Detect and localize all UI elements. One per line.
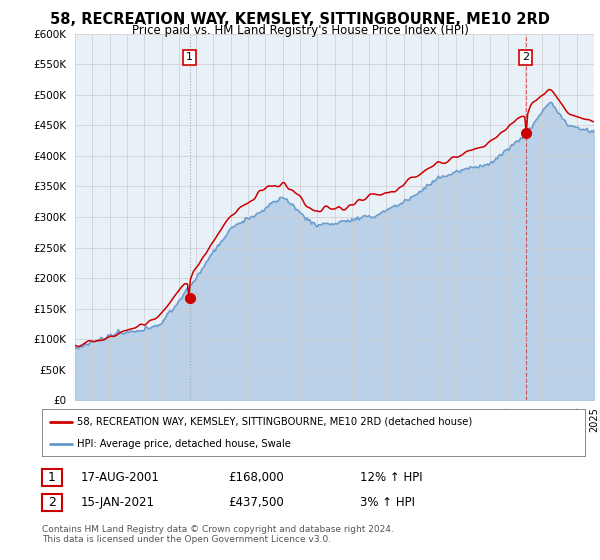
Text: 15-JAN-2021: 15-JAN-2021 <box>81 496 155 509</box>
Text: 1: 1 <box>186 53 193 63</box>
Text: £437,500: £437,500 <box>228 496 284 509</box>
Text: Price paid vs. HM Land Registry's House Price Index (HPI): Price paid vs. HM Land Registry's House … <box>131 24 469 37</box>
Text: 17-AUG-2001: 17-AUG-2001 <box>81 470 160 484</box>
Text: 58, RECREATION WAY, KEMSLEY, SITTINGBOURNE, ME10 2RD (detached house): 58, RECREATION WAY, KEMSLEY, SITTINGBOUR… <box>77 417 473 427</box>
Text: 1: 1 <box>48 470 56 484</box>
Text: 12% ↑ HPI: 12% ↑ HPI <box>360 470 422 484</box>
Text: 58, RECREATION WAY, KEMSLEY, SITTINGBOURNE, ME10 2RD: 58, RECREATION WAY, KEMSLEY, SITTINGBOUR… <box>50 12 550 27</box>
Text: 3% ↑ HPI: 3% ↑ HPI <box>360 496 415 509</box>
Text: 2: 2 <box>48 496 56 509</box>
Text: HPI: Average price, detached house, Swale: HPI: Average price, detached house, Swal… <box>77 438 291 449</box>
Text: 2: 2 <box>522 53 529 63</box>
Text: Contains HM Land Registry data © Crown copyright and database right 2024.
This d: Contains HM Land Registry data © Crown c… <box>42 525 394 544</box>
Text: £168,000: £168,000 <box>228 470 284 484</box>
